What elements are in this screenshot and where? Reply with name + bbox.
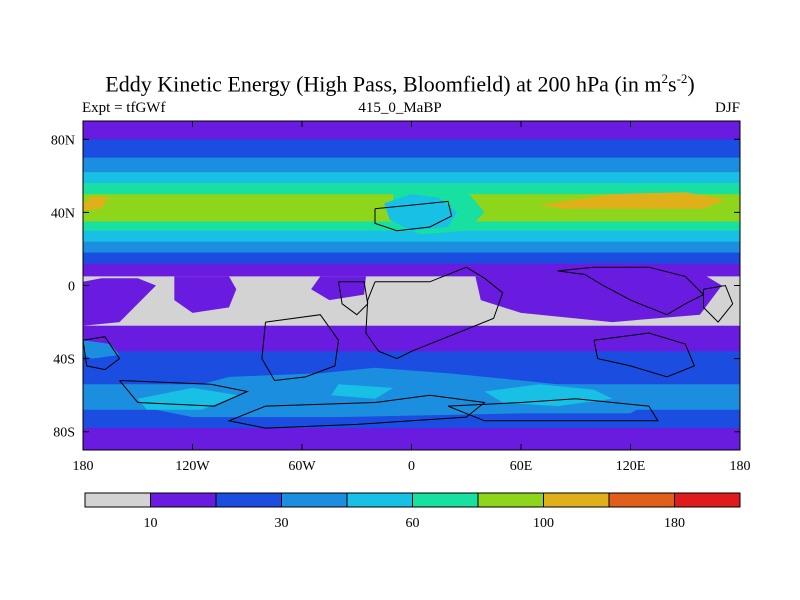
colorbar-box-5 (412, 492, 479, 508)
title-mid: s (668, 71, 677, 97)
x-tick-label-4: 60E (510, 459, 533, 474)
y-tick-label-2: 0 (68, 280, 75, 295)
y-tick-label-3: 40S (53, 353, 75, 368)
coastline-3 (365, 266, 504, 360)
colorbar: 10 30 60 100 180 (84, 492, 741, 531)
x-tick-label-3: 0 (408, 459, 415, 474)
contour-band-16 (83, 428, 740, 450)
contour-fill (83, 121, 740, 450)
contour-band-0 (83, 121, 740, 140)
colorbar-box-4 (346, 492, 413, 508)
contour-band-12 (83, 325, 740, 352)
colorbar-label-1: 30 (275, 516, 289, 531)
experiment-label: Expt = tfGWf (82, 100, 166, 116)
contour-region-10 (137, 367, 668, 418)
contour-band-1 (83, 139, 740, 159)
contour-band-7 (83, 230, 740, 243)
x-tick-label-2: 60W (288, 459, 316, 474)
contour-region-1 (539, 192, 726, 209)
contour-region-4 (83, 278, 156, 326)
x-tick-label-0: 180 (73, 459, 94, 474)
contour-region-6 (311, 276, 366, 301)
colorbar-box-8 (608, 492, 675, 508)
case-label: 415_0_MaBP (358, 100, 442, 116)
title-end: ) (687, 71, 695, 97)
colorbar-label-2: 60 (406, 516, 420, 531)
contour-band-9 (83, 252, 740, 265)
contour-region-11 (137, 387, 239, 410)
y-tick-label-1: 40N (51, 206, 75, 221)
axes: 180 120W 60W 0 60E 120E 180 80N 40N 0 40S 80S (51, 121, 751, 474)
contour-region-12 (484, 384, 613, 407)
coastline-6 (703, 284, 734, 323)
colorbar-box-3 (281, 492, 348, 508)
title-superscript-1: 2 (661, 71, 669, 86)
title-superscript-2: -2 (676, 71, 688, 86)
contour-region-3 (384, 194, 458, 231)
coastline-0 (374, 200, 453, 232)
contour-band-8 (83, 241, 740, 254)
contour-region-5 (174, 276, 237, 313)
chart-title: Eddy Kinetic Energy (High Pass, Bloomfie… (0, 66, 800, 97)
coastline-8 (119, 380, 249, 407)
y-tick-label-0: 80N (51, 133, 75, 148)
colorbar-box-7 (543, 492, 610, 508)
coastline-10 (447, 398, 659, 422)
colorbar-box-1 (150, 492, 217, 508)
contour-band-4 (83, 183, 740, 195)
colorbar-box-9 (674, 492, 741, 508)
colorbar-label-3: 100 (533, 516, 554, 531)
y-tick-label-4: 80S (53, 426, 75, 441)
colorbar-box-0 (84, 492, 151, 508)
coastline-2 (261, 314, 340, 382)
x-tick-label-5: 120E (616, 459, 646, 474)
season-label: DJF (714, 100, 740, 116)
x-tick-label-6: 180 (730, 459, 751, 474)
coastline-1 (338, 281, 369, 316)
colorbar-label-0: 10 (144, 516, 158, 531)
coastline-9 (227, 394, 486, 429)
contour-band-3 (83, 172, 740, 184)
coastline-4 (557, 266, 705, 316)
colorbar-box-6 (477, 492, 544, 508)
contour-region-7 (475, 270, 722, 323)
coastlines (83, 200, 734, 429)
contour-region-8 (725, 281, 740, 304)
title-main: Eddy Kinetic Energy (High Pass, Bloomfie… (105, 71, 662, 97)
x-tick-label-1: 120W (175, 459, 210, 474)
coastline-7 (83, 336, 121, 371)
contour-region-0 (83, 195, 109, 211)
contour-region-13 (331, 384, 394, 399)
colorbar-label-4: 180 (664, 516, 685, 531)
contour-band-2 (83, 157, 740, 173)
colorbar-box-2 (215, 492, 282, 508)
coastline-5 (593, 332, 696, 378)
